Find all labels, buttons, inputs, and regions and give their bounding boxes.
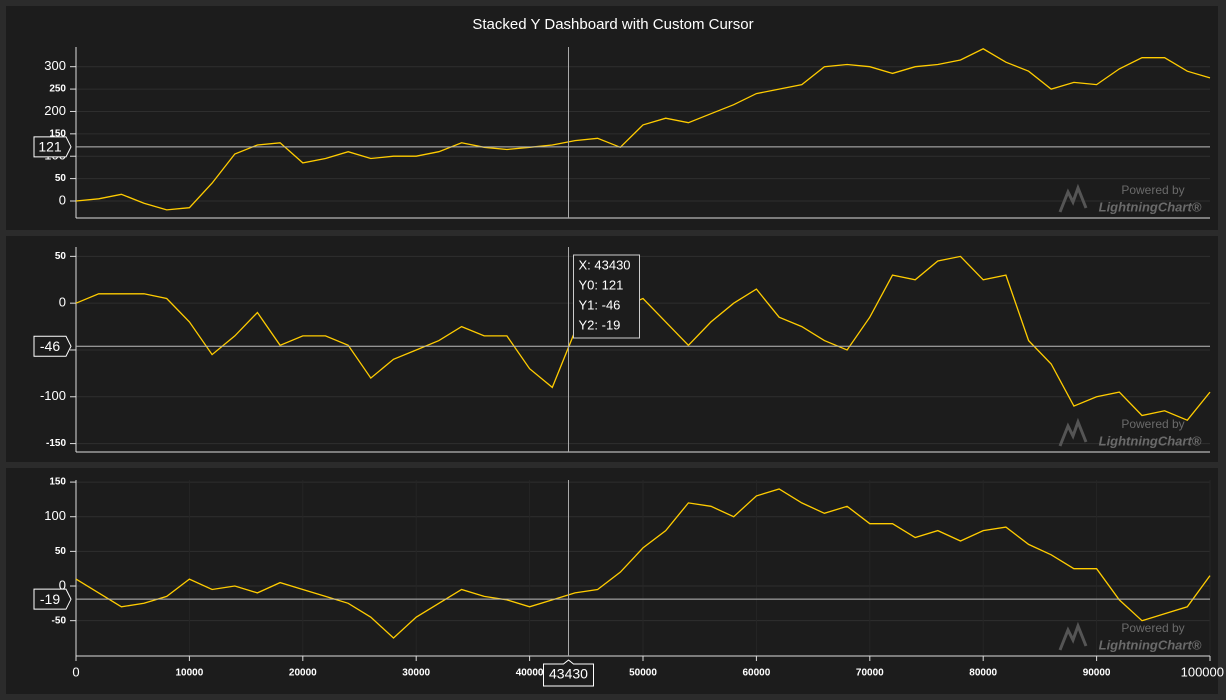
y-tick-label: 0 — [59, 577, 66, 592]
watermark: Powered by LightningChart® — [1058, 183, 1202, 214]
y-tick-label: 0 — [59, 192, 66, 207]
y-tick-label: 250 — [49, 84, 66, 95]
x-tick-label: 80000 — [969, 668, 997, 679]
y-tick-label: 50 — [55, 251, 67, 262]
x-tick-label: 60000 — [742, 668, 770, 679]
x-tick-label: 10000 — [175, 668, 203, 679]
x-tick-label: 40000 — [516, 668, 544, 679]
cursor-x-label: 43430 — [549, 666, 588, 682]
cursor-y-label-box — [33, 588, 72, 610]
series-line — [75, 488, 1211, 639]
y-tick-label: 0 — [59, 295, 66, 310]
watermark-text: Powered by — [1121, 621, 1184, 635]
y-tick-label: 150 — [49, 128, 66, 139]
watermark-logo — [1058, 417, 1088, 447]
watermark: Powered by LightningChart® — [1058, 621, 1202, 652]
x-tick-label: 70000 — [856, 668, 884, 679]
tooltip-line: X: 43430 — [578, 257, 630, 272]
cursor-y-label: -46 — [40, 338, 60, 354]
y-tick-label: 150 — [49, 477, 66, 488]
cursor-y-label-box — [33, 335, 72, 357]
panel — [6, 6, 1218, 230]
y-tick-label: 100 — [44, 508, 66, 523]
y-tick-label: 50 — [55, 173, 67, 184]
y-tick-label: -100 — [40, 388, 66, 403]
tooltip-line: Y2: -19 — [578, 317, 620, 332]
watermark-text: LightningChart® — [1099, 637, 1202, 652]
x-tick-label: 100000 — [1181, 664, 1224, 679]
x-tick-label: 50000 — [629, 668, 657, 679]
x-tick-label: 30000 — [402, 668, 430, 679]
x-tick-label: 20000 — [289, 668, 317, 679]
y-tick-label: 50 — [55, 546, 67, 557]
watermark: Powered by LightningChart® — [1058, 417, 1202, 448]
series-line — [75, 255, 1211, 421]
watermark-logo — [1058, 621, 1088, 651]
chart-title: Stacked Y Dashboard with Custom Cursor — [472, 16, 753, 33]
y-tick-label: 300 — [44, 58, 66, 73]
watermark-text: LightningChart® — [1099, 433, 1202, 448]
series-line — [75, 48, 1211, 211]
y-tick-label: -150 — [46, 438, 66, 449]
x-tick-label: 90000 — [1083, 668, 1111, 679]
y-tick-label: -50 — [52, 615, 67, 626]
cursor-y-label-box — [33, 136, 72, 158]
watermark-text: LightningChart® — [1099, 199, 1202, 214]
watermark-logo — [1058, 183, 1088, 213]
tooltip-box — [572, 254, 640, 339]
watermark-text: Powered by — [1121, 183, 1184, 197]
watermark-text: Powered by — [1121, 417, 1184, 431]
cursor-y-label: 121 — [38, 139, 62, 155]
x-tick-label: 0 — [72, 664, 79, 679]
cursor-y-label: -19 — [40, 591, 60, 607]
tooltip-line: Y0: 121 — [578, 277, 623, 292]
cursor-x-label-box — [542, 659, 594, 687]
y-tick-label: 200 — [44, 103, 66, 118]
tooltip-line: Y1: -46 — [578, 297, 620, 312]
